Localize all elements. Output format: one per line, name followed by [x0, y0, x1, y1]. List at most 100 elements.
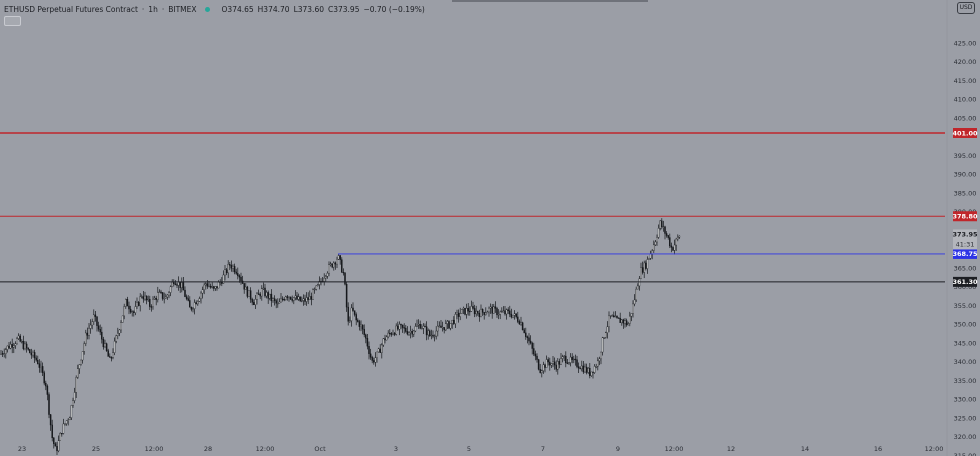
candle	[565, 351, 567, 368]
candle-body	[280, 298, 282, 303]
candle-body	[165, 296, 167, 299]
candle	[16, 336, 18, 345]
candle	[606, 321, 609, 339]
y-tick-label: 425.00	[954, 39, 977, 47]
candle	[205, 282, 207, 290]
candle-body	[561, 356, 564, 359]
candle	[494, 301, 497, 313]
candle	[477, 310, 479, 316]
candle-body	[208, 285, 210, 288]
candle-body	[224, 269, 226, 276]
candle	[46, 384, 49, 401]
candle-body	[488, 307, 490, 313]
candle	[94, 311, 97, 322]
y-tick-label: 320.00	[954, 433, 977, 441]
candle	[451, 319, 453, 329]
candle	[544, 363, 546, 373]
candle-body	[641, 267, 644, 273]
candle	[312, 288, 314, 300]
candle	[542, 361, 545, 374]
candle-body	[481, 309, 484, 313]
candle-body	[240, 276, 242, 282]
candle	[550, 362, 553, 368]
candle	[289, 296, 292, 301]
candle	[86, 327, 89, 340]
candle	[304, 294, 306, 305]
candle-body	[406, 331, 409, 335]
candle-body	[249, 290, 252, 300]
candle-body	[129, 308, 132, 313]
candle-body	[350, 307, 353, 322]
candle	[280, 292, 282, 303]
candle-body	[273, 298, 276, 301]
candle	[517, 311, 519, 324]
candle	[227, 260, 229, 279]
candle-body	[443, 327, 445, 331]
candle-body	[289, 296, 292, 300]
x-tick-label: 7	[541, 445, 545, 453]
candle	[323, 273, 325, 286]
candle-body	[176, 284, 178, 286]
candle-body	[29, 349, 31, 354]
candle	[5, 347, 7, 359]
candle	[97, 321, 100, 332]
candle	[429, 329, 431, 337]
candle	[19, 333, 21, 343]
y-tick-label: 330.00	[954, 396, 977, 404]
candle	[249, 287, 252, 303]
candle	[96, 316, 98, 332]
legend-collapse-button[interactable]	[4, 16, 21, 26]
candle-body	[521, 322, 524, 331]
candle	[365, 333, 367, 344]
currency-button[interactable]: USD	[957, 2, 975, 14]
exchange-label: BITMEX	[168, 4, 197, 14]
candle-body	[421, 328, 423, 330]
candle	[160, 289, 162, 294]
candle	[69, 416, 71, 421]
candle-body	[382, 338, 385, 346]
candle-body	[422, 325, 425, 329]
candle	[195, 300, 197, 305]
candle	[555, 360, 557, 372]
candle-body	[645, 262, 647, 269]
candle-body	[369, 353, 372, 358]
candle	[473, 304, 476, 318]
candle	[14, 341, 17, 349]
x-tick-label: Oct	[314, 445, 326, 453]
candle-body	[640, 267, 642, 279]
candle	[189, 296, 191, 308]
candle	[547, 357, 549, 366]
candle	[233, 263, 236, 275]
candle-body	[357, 319, 359, 322]
candle-body	[59, 433, 61, 441]
candle-body	[157, 292, 159, 300]
candle-body	[637, 285, 639, 290]
candle-body	[222, 274, 225, 284]
candle-body	[302, 298, 305, 301]
candle-body	[0, 353, 2, 355]
candle	[496, 306, 498, 318]
candle-body	[62, 423, 65, 434]
y-tick-label: 385.00	[954, 189, 977, 197]
candle-body	[363, 328, 365, 335]
candle	[611, 314, 613, 317]
price-tag-label: 378.80	[952, 213, 978, 221]
y-tick-label: 365.00	[954, 264, 977, 272]
candle-body	[571, 356, 573, 360]
candle	[672, 246, 674, 252]
candle	[155, 295, 157, 306]
candle	[248, 290, 250, 297]
candle-body	[392, 333, 394, 335]
candle	[193, 299, 196, 315]
candle-body	[491, 306, 493, 314]
candle	[577, 362, 580, 373]
candle-body	[304, 298, 306, 302]
candle-body	[245, 286, 247, 290]
candle-body	[145, 295, 148, 301]
candle	[134, 300, 137, 316]
candle	[251, 297, 253, 306]
candle	[446, 319, 449, 330]
candle-body	[285, 296, 287, 300]
candle	[531, 341, 533, 355]
